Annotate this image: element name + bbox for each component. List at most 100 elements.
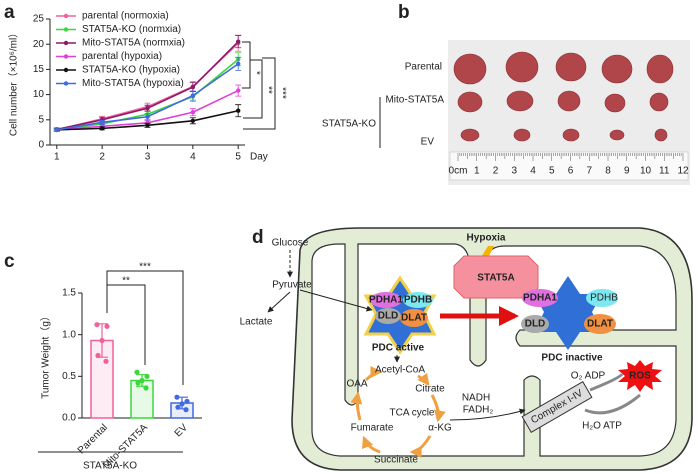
x-tick-label: 1 xyxy=(54,152,60,163)
sig-bracket xyxy=(106,270,184,385)
diagram-label: Succinate xyxy=(374,455,418,466)
group-label: STAT5A-KO xyxy=(322,119,376,130)
sig-label: *** xyxy=(139,262,151,273)
panel-a: Cell number（×10⁶/ml） Day * ** *** xyxy=(8,28,288,163)
point xyxy=(134,369,140,375)
point xyxy=(144,373,150,379)
ruler-label: 11 xyxy=(659,166,670,177)
diagram-label: OAA xyxy=(346,379,367,390)
legend-label: parental (hypoxia) xyxy=(82,51,162,62)
point xyxy=(99,126,105,131)
point xyxy=(143,385,149,391)
point xyxy=(174,394,180,400)
row-label: Mito-STAT5A xyxy=(385,95,444,106)
legend-marker xyxy=(63,81,69,86)
ruler-label: 12 xyxy=(677,166,689,177)
ruler-label: 1 xyxy=(474,166,480,177)
sig-label: * xyxy=(250,71,261,75)
ruler-label: 6 xyxy=(568,166,574,177)
sig-bracket xyxy=(243,57,276,130)
arrow xyxy=(299,289,373,312)
point xyxy=(135,380,141,386)
diagram-label: FADH₂ xyxy=(463,405,494,416)
diagram-label: Lactate xyxy=(240,317,273,328)
point xyxy=(190,93,196,98)
point xyxy=(235,61,241,67)
sig-label: *** xyxy=(276,87,287,99)
x-tick-label: 5 xyxy=(235,152,241,163)
point xyxy=(145,114,150,119)
diagram-label: NADH xyxy=(462,393,490,404)
diagram-label: DLD xyxy=(378,311,399,322)
legend-label: STAT5A-KO (normxia) xyxy=(82,24,181,35)
y-tick-label: 20 xyxy=(33,39,45,50)
diagram-label: PDHA1 xyxy=(523,293,557,304)
point xyxy=(139,377,145,384)
point xyxy=(184,398,190,404)
legend-marker xyxy=(63,13,69,19)
diagram-label: α-KG xyxy=(428,423,452,434)
legend-label: Mito-STAT5A (normxia) xyxy=(82,38,185,49)
y-tick-label: 1.5 xyxy=(62,288,76,299)
legend-marker xyxy=(63,27,69,32)
x-tick-label: Parental xyxy=(76,422,110,456)
point xyxy=(54,127,60,133)
x-axis-label: Day xyxy=(250,152,268,163)
point xyxy=(103,358,109,364)
diagram-label: Glucose xyxy=(272,238,309,249)
ruler-label: 3 xyxy=(511,166,517,177)
diagram-label: DLD xyxy=(525,319,546,330)
y-axis-label: Cell number（×10⁶/ml） xyxy=(8,28,20,136)
diagram-label: Acetyl-CoA xyxy=(375,365,425,376)
legend-label: parental (normoxia) xyxy=(82,11,169,22)
arrow xyxy=(267,291,291,313)
diagram-label: Hypoxia xyxy=(467,233,506,244)
point xyxy=(145,106,150,111)
diagram-label: TCA cycle xyxy=(389,408,434,419)
sig-label: ** xyxy=(262,86,273,94)
point xyxy=(94,322,100,328)
sig-bracket xyxy=(242,41,251,89)
panel-d xyxy=(267,227,693,471)
point xyxy=(179,401,185,407)
diagram-label: PDC inactive xyxy=(541,353,603,364)
sig-label: ** xyxy=(122,276,130,287)
x-tick-label: EV xyxy=(173,422,190,439)
ruler-label: 4 xyxy=(530,166,536,177)
complex-box xyxy=(521,381,593,433)
y-tick-label: 15 xyxy=(33,64,45,75)
ruler-label: 8 xyxy=(605,166,611,177)
diagram-label: PDHB xyxy=(590,293,618,304)
x-tick-label: 2 xyxy=(99,152,105,163)
ruler-label: 2 xyxy=(493,166,499,177)
diagram-label: Pyruvate xyxy=(272,280,312,291)
ruler-label: 5 xyxy=(549,166,555,177)
y-tick-label: 0.0 xyxy=(62,413,76,424)
panel-b: Parental Mito-STAT5A STAT5A-KO EV xyxy=(322,40,690,185)
ruler-label: 10 xyxy=(640,166,652,177)
legend-marker xyxy=(63,67,69,73)
diagram-label: Fumarate xyxy=(351,423,394,434)
legend-marker xyxy=(63,40,69,46)
y-tick-label: 0 xyxy=(38,140,44,151)
diagram-label: H₂O ATP xyxy=(582,421,622,432)
point xyxy=(235,108,241,113)
point xyxy=(95,352,101,359)
diagram-label: O₂ ADP xyxy=(571,371,606,382)
point xyxy=(145,123,150,128)
point xyxy=(190,84,196,90)
panel-label: c xyxy=(4,251,15,272)
point xyxy=(235,88,241,93)
point xyxy=(104,323,110,329)
panel-c: Tumor Weight（g） ** *** STAT5A-KO xyxy=(38,262,184,472)
diagram-label: ROS xyxy=(629,371,651,382)
point xyxy=(183,407,189,413)
legend-marker xyxy=(63,54,69,59)
diagram-label: PDHA1 xyxy=(369,295,403,306)
ruler-label: 9 xyxy=(624,166,630,177)
sig-bracket xyxy=(243,59,263,119)
diagram-label: PDHB xyxy=(404,295,432,306)
y-tick-label: 1.0 xyxy=(62,329,76,340)
point xyxy=(190,110,196,115)
